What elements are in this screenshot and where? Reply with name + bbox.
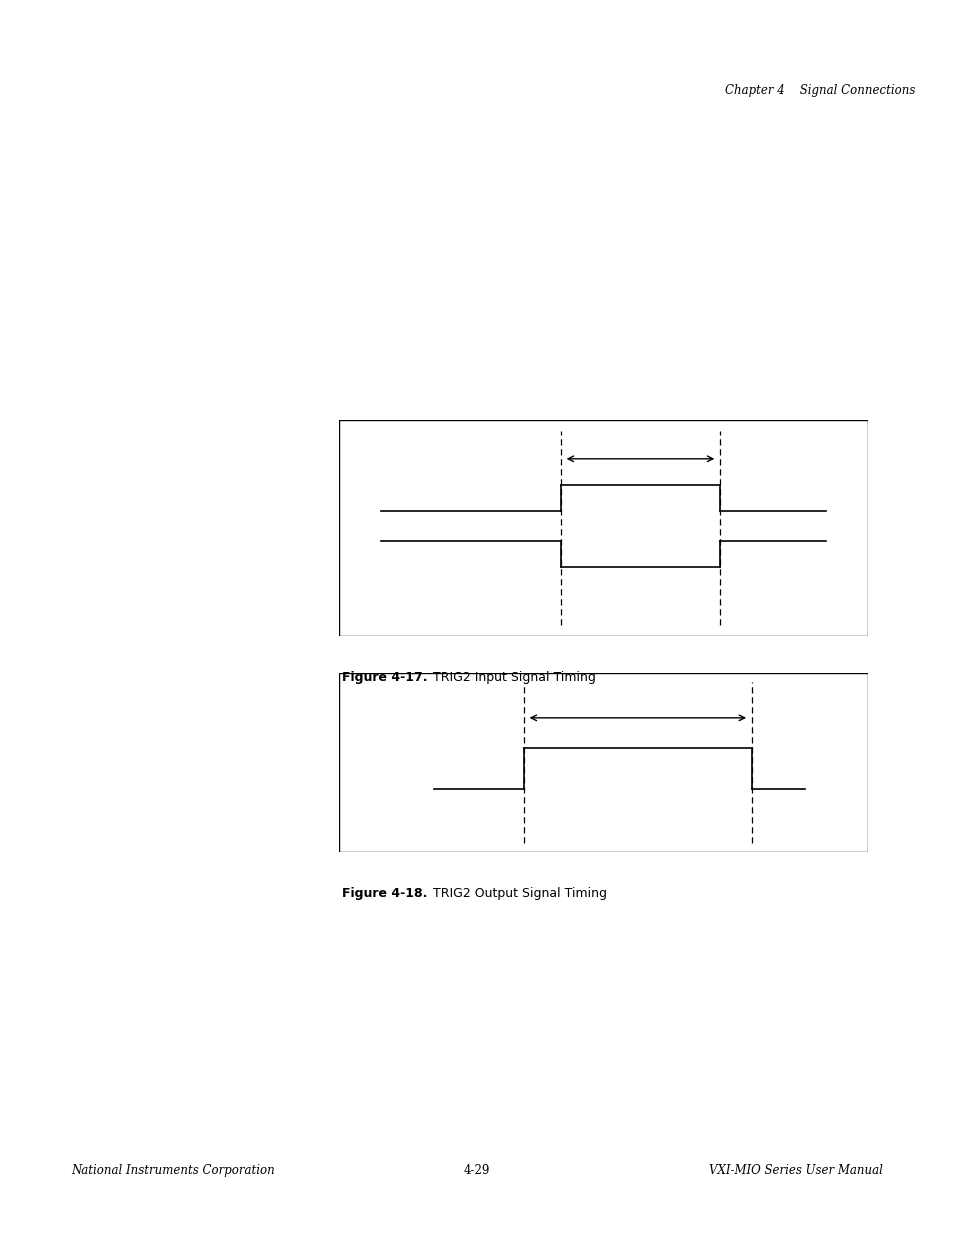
Text: Figure 4-18.: Figure 4-18.: [342, 887, 427, 900]
Text: VXI-MIO Series User Manual: VXI-MIO Series User Manual: [708, 1165, 882, 1177]
Text: National Instruments Corporation: National Instruments Corporation: [71, 1165, 275, 1177]
Text: Figure 4-17.: Figure 4-17.: [341, 671, 427, 684]
Text: Chapter 4    Signal Connections: Chapter 4 Signal Connections: [724, 84, 915, 98]
Text: TRIG2 Input Signal Timing: TRIG2 Input Signal Timing: [429, 671, 596, 684]
Text: TRIG2 Output Signal Timing: TRIG2 Output Signal Timing: [429, 887, 607, 900]
Text: 4-29: 4-29: [463, 1165, 490, 1177]
